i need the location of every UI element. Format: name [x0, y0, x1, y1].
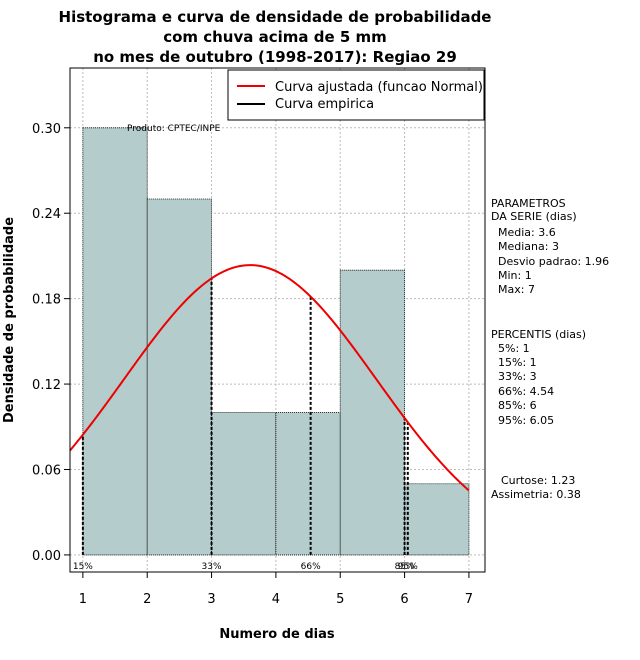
legend-normal-label: Curva ajustada (funcao Normal) [275, 80, 483, 95]
legend-empirical-label: Curva empirica [275, 97, 374, 112]
parameter-line: Desvio padrao: 1.96 [498, 255, 609, 268]
percentile-label: 33% [202, 562, 222, 572]
parameter-line: Mediana: 3 [498, 240, 559, 253]
histogram-bar [146, 198, 212, 556]
x-tick-label: 2 [143, 592, 151, 607]
percentile-line: 15%: 1 [498, 356, 537, 369]
histogram-bar [339, 269, 405, 556]
title-line-3: no mes de outubro (1998-2017): Regiao 29 [93, 48, 457, 66]
x-tick-label: 3 [207, 592, 215, 607]
legend: Curva ajustada (funcao Normal) Curva emp… [227, 69, 485, 121]
histogram-bar [211, 412, 277, 556]
shape-panel: Curtose: 1.23 Assimetria: 0.38 [491, 474, 581, 501]
chart-title: Histograma e curva de densidade de proba… [59, 8, 492, 66]
percentile-label: 95% [398, 562, 418, 572]
percentile-label: 85% [395, 562, 415, 572]
x-tick-label: 6 [400, 592, 408, 607]
x-axis-label: Numero de dias [219, 627, 335, 642]
histogram-bar [404, 483, 470, 556]
x-tick-label: 7 [465, 592, 473, 607]
parameter-line: Min: 1 [498, 269, 532, 282]
histogram-bars [82, 127, 470, 556]
histogram-bar [275, 412, 341, 556]
parameter-line: Media: 3.6 [498, 226, 556, 239]
parameters-panel: PARAMETROS DA SERIE (dias) Media: 3.6 Me… [491, 197, 609, 296]
kurtosis-text: Curtose: 1.23 [501, 474, 575, 487]
title-line-1: Histograma e curva de densidade de proba… [59, 8, 492, 26]
parameter-line: Max: 7 [498, 283, 535, 296]
percentile-line: 95%: 6.05 [498, 414, 554, 427]
percentile-lines: 15% 33% 66% 85%95% [73, 278, 418, 572]
percentile-line: 5%: 1 [498, 342, 530, 355]
percentile-line: 33%: 3 [498, 370, 537, 383]
y-tick-label: 0.30 [32, 122, 61, 137]
x-tick-label: 5 [336, 592, 344, 607]
percentiles-panel: PERCENTIS (dias) 5%: 1 15%: 1 33%: 3 66%… [491, 328, 586, 427]
percentile-label: 15% [73, 562, 93, 572]
percentile-label: 66% [301, 562, 321, 572]
percentile-line: 66%: 4.54 [498, 385, 554, 398]
parameters-title-1: PARAMETROS [491, 197, 566, 210]
legend-box [227, 69, 485, 121]
y-tick-label: 0.00 [32, 549, 61, 564]
credit-text: Produto: CPTEC/INPE [127, 124, 221, 134]
x-axis: 1 2 3 4 5 6 7 [79, 572, 473, 607]
percentile-line: 85%: 6 [498, 399, 537, 412]
y-tick-label: 0.24 [32, 207, 61, 222]
skewness-text: Assimetria: 0.38 [491, 488, 581, 501]
histogram-bar [82, 127, 148, 556]
y-axis: 0.00 0.06 0.12 0.18 0.24 0.30 [32, 122, 70, 564]
y-tick-label: 0.12 [32, 378, 61, 393]
x-tick-label: 4 [272, 592, 280, 607]
normal-curve-line [69, 264, 470, 492]
y-tick-label: 0.06 [32, 463, 61, 478]
x-tick-label: 1 [79, 592, 87, 607]
title-line-2: com chuva acima de 5 mm [163, 28, 387, 46]
y-tick-label: 0.18 [32, 293, 61, 308]
y-axis-label: Densidade de probabilidade [2, 217, 17, 423]
parameters-title-2: DA SERIE (dias) [491, 210, 577, 223]
percentiles-title: PERCENTIS (dias) [491, 328, 586, 341]
plot-border [69, 67, 486, 573]
